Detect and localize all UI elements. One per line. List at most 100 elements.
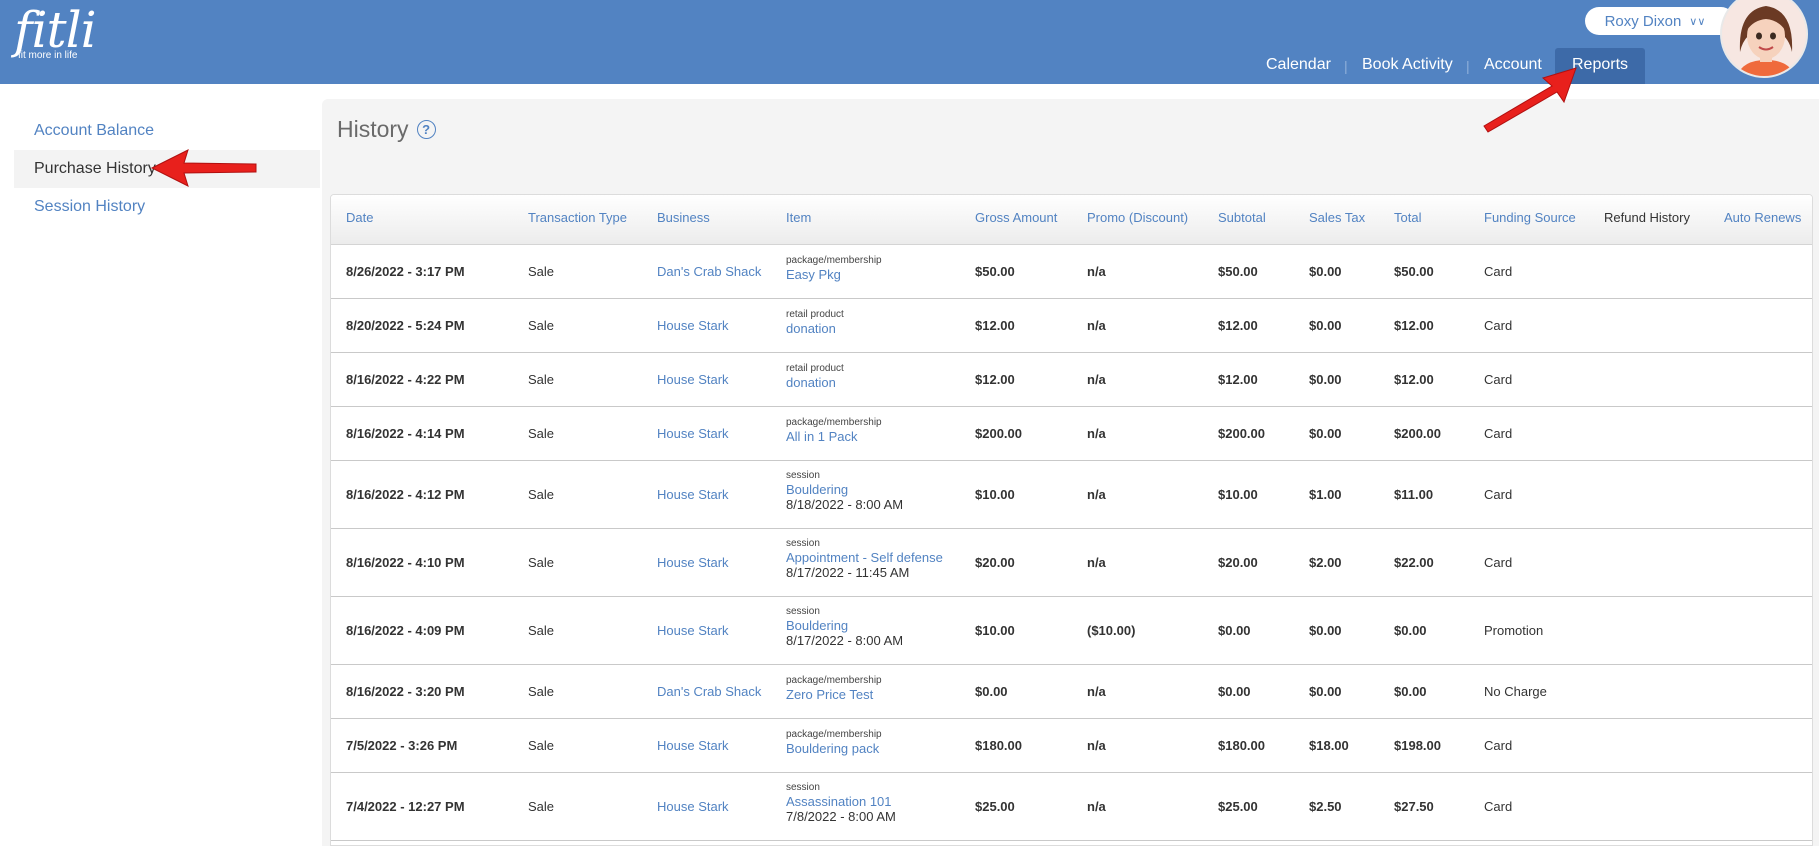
- table-row: 7/5/2022 - 3:26 PM Sale House Stark $180.00…: [331, 719, 1812, 773]
- cell-item: session Bouldering 8/18/2022 - 8:00 AM: [786, 470, 903, 512]
- nav-book-activity[interactable]: Book Activity: [1362, 56, 1453, 73]
- cell-transaction-type: Sale: [528, 684, 555, 699]
- fitli-logo[interactable]: fitli fit more in life: [14, 1, 97, 61]
- cell-business[interactable]: House Stark: [657, 487, 729, 502]
- column-header-funding-source[interactable]: Funding Source: [1484, 210, 1576, 225]
- column-header-total[interactable]: Total: [1394, 210, 1422, 225]
- cell-total: $200.00: [1394, 426, 1441, 441]
- logo-wordmark: fitli: [14, 1, 97, 59]
- item-name-link[interactable]: Bouldering: [786, 618, 849, 633]
- user-menu-button[interactable]: Roxy Dixon ∨∨: [1585, 7, 1735, 35]
- cell-transaction-type: Sale: [528, 799, 555, 814]
- cell-date: 8/16/2022 - 4:12 PM: [346, 487, 465, 502]
- item-name-link[interactable]: Bouldering: [786, 482, 849, 497]
- cell-item: session Bouldering 8/17/2022 - 8:00 AM: [786, 606, 903, 648]
- nav-account[interactable]: Account: [1484, 56, 1542, 73]
- item-name-link[interactable]: donation: [786, 321, 836, 336]
- item-name-link[interactable]: Zero Price Test: [786, 687, 874, 702]
- cell-business[interactable]: House Stark: [657, 372, 729, 387]
- column-header-item[interactable]: Item: [786, 210, 812, 225]
- column-header-gross-amount[interactable]: Gross Amount: [975, 210, 1058, 225]
- nav-calendar[interactable]: Calendar: [1266, 56, 1331, 73]
- item-name-link[interactable]: Bouldering pack: [786, 741, 880, 756]
- cell-sales-tax: $0.00: [1309, 318, 1342, 333]
- column-header-promo[interactable]: Promo (Discount): [1087, 210, 1189, 225]
- cell-promo: n/a: [1087, 738, 1106, 753]
- cell-item: session Assassination 101 7/8/2022 - 8:00 …: [786, 782, 896, 824]
- column-header-business[interactable]: Business: [657, 210, 710, 225]
- cell-item: package/membership Easy Pkg: [786, 255, 882, 282]
- avatar[interactable]: [1720, 0, 1808, 78]
- cell-date: 8/16/2022 - 3:20 PM: [346, 684, 465, 699]
- cell-business[interactable]: House Stark: [657, 555, 729, 570]
- cell-total: $12.00: [1394, 318, 1434, 333]
- cell-funding-source: Card: [1484, 487, 1513, 502]
- table-row: 8/16/2022 - 4:22 PM Sale House Stark $12.00…: [331, 353, 1812, 407]
- column-header-refund-history: Refund History: [1604, 210, 1690, 225]
- column-header-transaction-type[interactable]: Transaction Type: [528, 210, 627, 225]
- cell-gross-amount: $25.00: [975, 799, 1015, 814]
- cell-subtotal: $50.00: [1218, 264, 1258, 279]
- top-bar: fitli fit more in life Roxy Dixon ∨∨ Cal…: [0, 0, 1819, 84]
- cell-subtotal: $12.00: [1218, 372, 1258, 387]
- column-header-auto-renews[interactable]: Auto Renews: [1724, 210, 1802, 225]
- item-name-link[interactable]: Appointment - Self defense: [786, 550, 943, 565]
- table-row: 8/26/2022 - 3:17 PM Sale Dan's Crab Shack $…: [331, 245, 1812, 299]
- cell-business[interactable]: House Stark: [657, 318, 729, 333]
- item-type: session: [786, 782, 820, 793]
- cell-business[interactable]: House Stark: [657, 738, 729, 753]
- cell-funding-source: Card: [1484, 555, 1513, 570]
- cell-funding-source: Card: [1484, 426, 1513, 441]
- item-type: package/membership: [786, 675, 882, 686]
- help-icon[interactable]: ?: [416, 120, 436, 139]
- cell-promo: n/a: [1087, 372, 1106, 387]
- cell-transaction-type: Sale: [528, 372, 555, 387]
- cell-business[interactable]: House Stark: [657, 426, 729, 441]
- item-type: session: [786, 606, 820, 617]
- cell-transaction-type: Sale: [528, 623, 555, 638]
- cell-total: $0.00: [1394, 623, 1427, 638]
- cell-sales-tax: $1.00: [1309, 487, 1342, 502]
- cell-total: $198.00: [1394, 738, 1441, 753]
- cell-date: 8/16/2022 - 4:22 PM: [346, 372, 465, 387]
- cell-item: retail product donation: [786, 309, 844, 336]
- cell-promo: n/a: [1087, 264, 1106, 279]
- cell-total: $0.00: [1394, 684, 1427, 699]
- item-name-link[interactable]: Assassination 101: [786, 794, 892, 809]
- cell-item: package/membership Bouldering pack: [786, 729, 882, 756]
- cell-business[interactable]: House Stark: [657, 799, 729, 814]
- cell-promo: n/a: [1087, 487, 1106, 502]
- cell-sales-tax: $0.00: [1309, 623, 1342, 638]
- cell-subtotal: $180.00: [1218, 738, 1265, 753]
- user-name: Roxy Dixon: [1604, 12, 1682, 30]
- item-type: package/membership: [786, 729, 882, 740]
- column-header-date[interactable]: Date: [346, 210, 374, 225]
- sidebar-item-purchase-history[interactable]: Purchase History: [14, 150, 320, 188]
- table-row: 7/4/2022 - 12:27 PM Sale House Stark $25.00…: [331, 773, 1812, 841]
- cell-business[interactable]: Dan's Crab Shack: [657, 264, 762, 279]
- item-name-link[interactable]: All in 1 Pack: [786, 429, 858, 444]
- item-name-link[interactable]: Easy Pkg: [786, 267, 841, 282]
- cell-transaction-type: Sale: [528, 555, 555, 570]
- table-row: 8/16/2022 - 4:14 PM Sale House Stark $200.0…: [331, 407, 1812, 461]
- cell-business[interactable]: House Stark: [657, 623, 729, 638]
- cell-total: $12.00: [1394, 372, 1434, 387]
- cell-transaction-type: Sale: [528, 426, 555, 441]
- logo-tagline: fit more in life: [18, 50, 78, 61]
- column-header-subtotal[interactable]: Subtotal: [1218, 210, 1266, 225]
- column-header-sales-tax[interactable]: Sales Tax: [1309, 210, 1366, 225]
- cell-date: 7/4/2022 - 12:27 PM: [346, 799, 465, 814]
- cell-business[interactable]: Dan's Crab Shack: [657, 684, 762, 699]
- item-session-date: 7/8/2022 - 8:00 AM: [786, 809, 896, 824]
- annotation-arrow-reports: [1483, 67, 1577, 133]
- sidebar-item-account-balance[interactable]: Account Balance: [34, 122, 155, 139]
- cell-subtotal: $10.00: [1218, 487, 1258, 502]
- sidebar-item-session-history[interactable]: Session History: [34, 198, 146, 215]
- cell-gross-amount: $180.00: [975, 738, 1022, 753]
- cell-date: 8/26/2022 - 3:17 PM: [346, 264, 465, 279]
- item-name-link[interactable]: donation: [786, 375, 836, 390]
- cell-date: 8/16/2022 - 4:10 PM: [346, 555, 465, 570]
- cell-transaction-type: Sale: [528, 738, 555, 753]
- cell-transaction-type: Sale: [528, 487, 555, 502]
- cell-promo: n/a: [1087, 684, 1106, 699]
